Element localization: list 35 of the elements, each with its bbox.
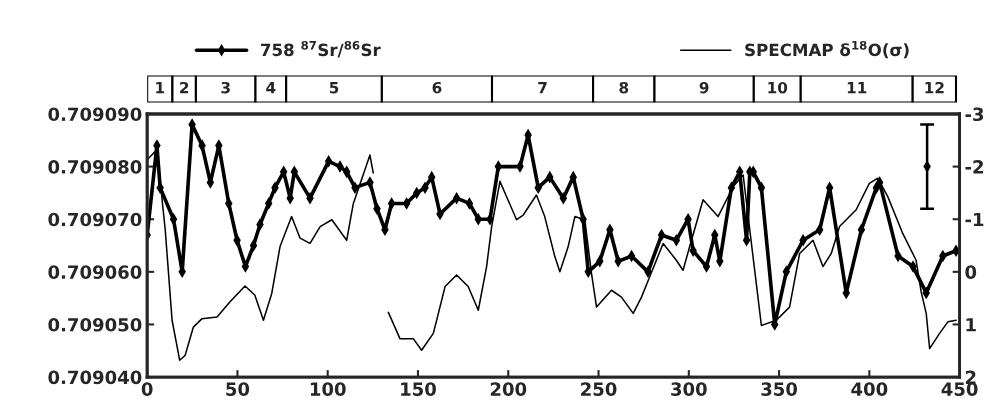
series-label: 6 [432, 81, 442, 94]
x-tick-label: 50 [226, 382, 250, 396]
x-tick-label: 200 [490, 382, 527, 396]
series-label: 12 [925, 81, 944, 94]
x-tick-label: 350 [761, 382, 798, 396]
series-label: 2 [180, 81, 189, 94]
x-tick-label: 250 [581, 382, 617, 396]
x-tick-label: 400 [851, 382, 888, 396]
x-tick-label: 300 [671, 382, 707, 396]
x-tick-label: 0 [141, 382, 153, 396]
series-label: 4 [266, 82, 276, 94]
y2-tick-label: -1 [965, 212, 984, 227]
x-tick-label: 100 [310, 382, 346, 396]
series-label: 10 [768, 81, 788, 94]
y-tick-label: 0.709060 [48, 265, 142, 279]
series-label: 1 [156, 82, 165, 94]
series-label: 11 [847, 82, 867, 94]
y-tick-label: 0.709070 [48, 212, 142, 227]
series-label: 8 [619, 81, 629, 94]
y2-tick-label: -3 [965, 107, 984, 122]
series-label: 7 [538, 82, 547, 94]
series-label: 9 [699, 81, 709, 94]
x-tick-label: 450 [941, 382, 978, 396]
y-tick-label: 0.709050 [48, 317, 142, 332]
y-tick-label: 0.709090 [48, 107, 142, 122]
y-tick-label: 0.709040 [48, 370, 142, 385]
y2-tick-label: -2 [965, 160, 983, 174]
series-label: 5 [329, 82, 339, 94]
series-label: 3 [221, 81, 230, 94]
y2-tick-label: 0 [965, 265, 977, 279]
y-tick-label: 0.709080 [48, 160, 142, 174]
x-tick-label: 150 [401, 382, 436, 396]
legend-label: 758 $^{87}$Sr/$^{86}$Sr [261, 40, 381, 58]
legend-label: SPECMAP δ$^{18}$O(σ) [745, 40, 909, 59]
y2-tick-label: 1 [966, 318, 976, 332]
